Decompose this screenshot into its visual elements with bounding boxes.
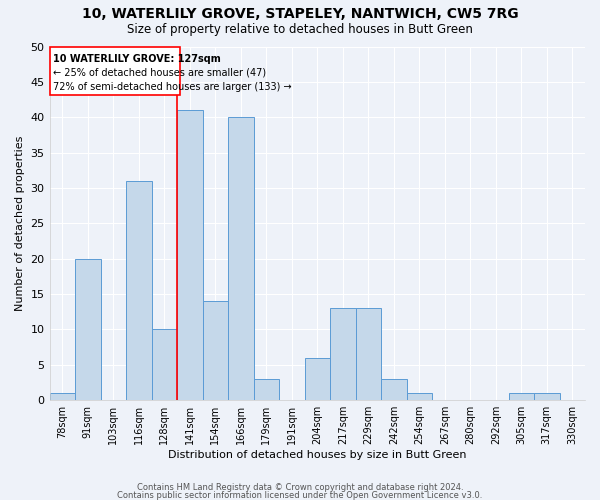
Text: ← 25% of detached houses are smaller (47): ← 25% of detached houses are smaller (47… — [53, 68, 266, 78]
Bar — [305, 358, 330, 400]
Bar — [228, 117, 254, 400]
Bar — [126, 181, 152, 400]
Bar — [50, 393, 75, 400]
Bar — [50, 46, 179, 94]
Text: 72% of semi-detached houses are larger (133) →: 72% of semi-detached houses are larger (… — [53, 82, 292, 92]
Bar — [534, 393, 560, 400]
Bar — [509, 393, 534, 400]
Bar — [177, 110, 203, 400]
Text: Size of property relative to detached houses in Butt Green: Size of property relative to detached ho… — [127, 22, 473, 36]
Text: Contains public sector information licensed under the Open Government Licence v3: Contains public sector information licen… — [118, 490, 482, 500]
Bar — [75, 258, 101, 400]
Bar — [152, 330, 177, 400]
Bar — [330, 308, 356, 400]
Bar — [407, 393, 432, 400]
Bar — [356, 308, 381, 400]
X-axis label: Distribution of detached houses by size in Butt Green: Distribution of detached houses by size … — [168, 450, 467, 460]
Text: 10, WATERLILY GROVE, STAPELEY, NANTWICH, CW5 7RG: 10, WATERLILY GROVE, STAPELEY, NANTWICH,… — [82, 8, 518, 22]
Bar — [203, 301, 228, 400]
Text: Contains HM Land Registry data © Crown copyright and database right 2024.: Contains HM Land Registry data © Crown c… — [137, 484, 463, 492]
Text: 10 WATERLILY GROVE: 127sqm: 10 WATERLILY GROVE: 127sqm — [53, 54, 221, 64]
Bar — [254, 379, 279, 400]
Bar — [381, 379, 407, 400]
Y-axis label: Number of detached properties: Number of detached properties — [15, 136, 25, 311]
